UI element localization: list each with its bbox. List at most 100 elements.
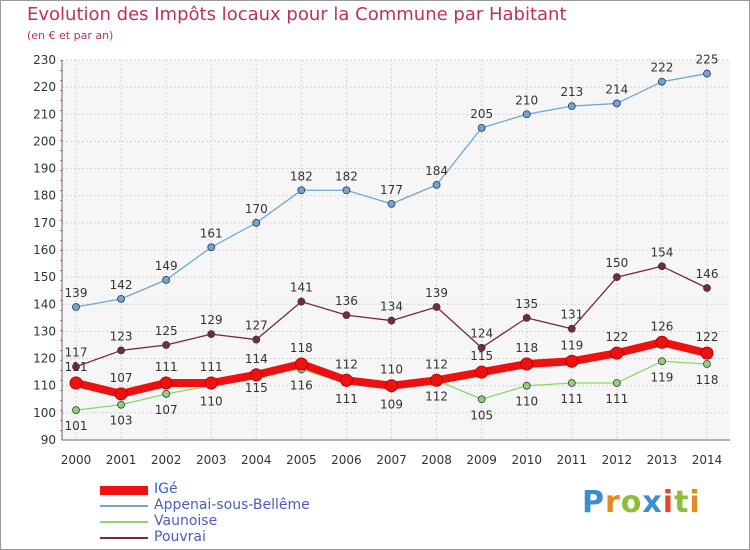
data-label: 139 — [425, 286, 448, 300]
data-point — [207, 330, 216, 339]
data-point — [567, 324, 576, 333]
data-label: 111 — [605, 392, 628, 406]
data-point — [294, 357, 308, 371]
legend-item: IGé — [100, 481, 360, 498]
data-label: 111 — [200, 360, 223, 374]
data-point — [477, 343, 486, 352]
proxiti-logo: Proxiti — [582, 485, 701, 520]
data-point — [703, 69, 711, 78]
data-point — [114, 387, 128, 401]
data-label: 105 — [470, 408, 493, 422]
data-label: 101 — [65, 419, 88, 433]
y-tick-label: 160 — [33, 243, 56, 257]
y-tick-label: 130 — [33, 324, 56, 338]
x-tick-label: 2009 — [466, 453, 497, 467]
data-point — [520, 357, 534, 371]
data-label: 112 — [425, 389, 448, 403]
x-tick-label: 2002 — [151, 453, 182, 467]
legend-label: Pouvrai — [154, 529, 206, 545]
data-point — [252, 335, 261, 344]
y-tick-label: 210 — [33, 107, 56, 121]
data-label: 210 — [515, 93, 538, 107]
x-tick-label: 2012 — [602, 453, 633, 467]
data-point — [477, 123, 486, 132]
data-label: 127 — [245, 319, 268, 333]
legend-swatch — [100, 537, 148, 539]
data-label: 117 — [65, 346, 88, 360]
data-label: 111 — [335, 392, 358, 406]
data-label: 170 — [245, 202, 268, 216]
data-label: 184 — [425, 164, 448, 178]
legend-item: Appenai-sous-Bellême — [100, 497, 360, 514]
data-point — [610, 346, 624, 360]
chart-title: Evolution des Impôts locaux pour la Comm… — [27, 4, 567, 25]
x-tick-label: 2011 — [557, 453, 588, 467]
data-point — [432, 180, 441, 189]
data-point — [385, 379, 398, 393]
data-point — [159, 376, 173, 390]
legend-swatch — [100, 521, 148, 523]
y-tick-label: 100 — [33, 406, 56, 420]
data-label: 150 — [605, 256, 628, 270]
y-tick-label: 170 — [33, 216, 56, 230]
y-tick-label: 230 — [33, 53, 56, 67]
data-point — [522, 381, 531, 390]
y-tick-label: 180 — [33, 189, 56, 203]
y-tick-label: 110 — [33, 379, 56, 393]
data-label: 139 — [65, 286, 88, 300]
data-label: 118 — [515, 341, 538, 355]
x-tick-label: 2014 — [692, 453, 723, 467]
y-tick-label: 200 — [33, 134, 56, 148]
chart-subtitle: (en € et par an) — [27, 29, 114, 42]
data-point — [612, 99, 621, 108]
data-label: 149 — [155, 259, 178, 273]
data-point — [703, 284, 711, 292]
data-label: 107 — [155, 403, 178, 417]
x-tick-label: 2004 — [241, 453, 272, 467]
data-label: 135 — [515, 297, 538, 311]
data-label: 146 — [696, 267, 719, 281]
data-point — [162, 389, 171, 398]
data-point — [612, 273, 621, 282]
data-label: 110 — [380, 363, 403, 377]
data-label: 126 — [650, 319, 673, 333]
y-tick-label: 140 — [33, 297, 56, 311]
data-label: 110 — [515, 395, 538, 409]
legend-swatch — [100, 486, 148, 495]
data-label: 111 — [65, 360, 88, 374]
data-label: 115 — [470, 349, 493, 363]
data-point — [432, 303, 441, 311]
x-tick-label: 2008 — [421, 453, 452, 467]
data-label: 119 — [650, 370, 673, 384]
data-label: 124 — [470, 327, 493, 341]
data-label: 154 — [650, 245, 673, 259]
x-tick-label: 2003 — [196, 453, 227, 467]
data-label: 182 — [290, 169, 313, 183]
data-label: 116 — [290, 378, 313, 392]
data-point — [567, 379, 576, 387]
legend-label: Vaunoise — [154, 513, 218, 529]
data-label: 125 — [155, 324, 178, 338]
data-point — [387, 316, 396, 325]
legend-swatch — [100, 505, 148, 507]
data-label: 161 — [200, 226, 223, 240]
data-point — [72, 362, 80, 371]
x-tick-label: 2013 — [647, 453, 678, 467]
data-label: 214 — [605, 82, 628, 96]
data-label: 225 — [696, 53, 719, 67]
data-point — [162, 275, 171, 284]
data-point — [117, 346, 125, 355]
data-label: 110 — [200, 395, 223, 409]
data-point — [565, 354, 579, 368]
data-label: 119 — [560, 338, 583, 352]
data-point — [342, 311, 351, 320]
data-label: 131 — [560, 308, 583, 322]
data-label: 122 — [605, 330, 628, 344]
data-label: 222 — [650, 61, 673, 75]
data-label: 115 — [245, 381, 268, 395]
x-tick-label: 2005 — [286, 453, 317, 467]
data-point — [658, 77, 666, 86]
x-tick-label: 2010 — [511, 453, 542, 467]
data-label: 112 — [425, 357, 448, 371]
